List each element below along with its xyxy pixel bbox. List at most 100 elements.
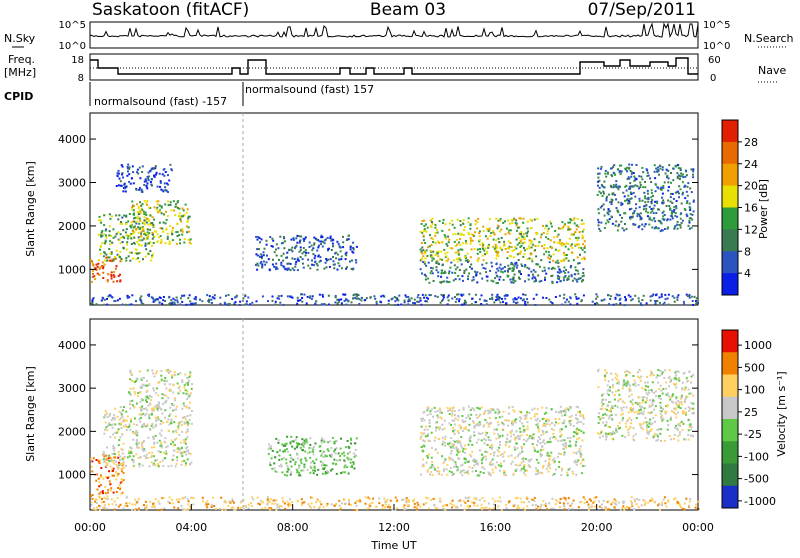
scatter-cell — [649, 206, 651, 208]
scatter-cell — [145, 407, 147, 409]
scatter-cell — [191, 388, 193, 390]
scatter-cell — [495, 218, 497, 220]
scatter-cell — [110, 465, 112, 467]
scatter-cell — [451, 272, 453, 274]
scatter-cell — [608, 417, 610, 419]
scatter-cell — [655, 294, 657, 296]
scatter-cell — [674, 301, 676, 303]
scatter-cell — [330, 258, 332, 260]
scatter-cell — [420, 418, 422, 420]
scatter-cell — [670, 379, 672, 381]
scatter-cell — [560, 474, 562, 476]
scatter-cell — [642, 186, 644, 188]
scatter-cell — [666, 175, 668, 177]
scatter-cell — [552, 433, 554, 435]
scatter-cell — [121, 470, 123, 472]
scatter-cell — [518, 259, 520, 261]
scatter-cell — [527, 227, 529, 229]
scatter-cell — [255, 253, 257, 255]
scatter-cell — [555, 469, 557, 471]
scatter-cell — [443, 219, 445, 221]
scatter-cell — [133, 242, 135, 244]
scatter-cell — [549, 424, 551, 426]
scatter-cell — [425, 257, 427, 259]
scatter-cell — [424, 300, 426, 302]
scatter-cell — [304, 294, 306, 296]
scatter-cell — [119, 459, 121, 461]
scatter-cell — [114, 453, 116, 455]
scatter-cell — [160, 420, 162, 422]
scatter-cell — [97, 489, 99, 491]
scatter-cell — [632, 404, 634, 406]
scatter-cell — [280, 262, 282, 264]
scatter-cell — [599, 187, 601, 189]
scatter-cell — [116, 233, 118, 235]
scatter-cell — [582, 272, 584, 274]
scatter-cell — [488, 230, 490, 232]
scatter-cell — [676, 200, 678, 202]
scatter-cell — [577, 270, 579, 272]
scatter-cell — [185, 389, 187, 391]
scatter-cell — [134, 391, 136, 393]
scatter-cell — [638, 175, 640, 177]
scatter-cell — [103, 454, 105, 456]
scatter-cell — [417, 502, 419, 504]
scatter-cell — [502, 453, 504, 455]
scatter-cell — [525, 304, 527, 306]
scatter-cell — [431, 461, 433, 463]
scatter-cell — [557, 440, 559, 442]
scatter-cell — [465, 448, 467, 450]
scatter-cell — [307, 469, 309, 471]
scatter-cell — [688, 419, 690, 421]
scatter-cell — [568, 469, 570, 471]
scatter-cell — [300, 470, 302, 472]
scatter-cell — [296, 442, 298, 444]
scatter-cell — [270, 445, 272, 447]
scatter-cell — [448, 239, 450, 241]
scatter-cell — [160, 189, 162, 191]
scatter-cell — [529, 435, 531, 437]
scatter-cell — [146, 222, 148, 224]
scatter-cell — [304, 440, 306, 442]
scatter-cell — [434, 468, 436, 470]
scatter-cell — [471, 268, 473, 270]
scatter-cell — [563, 243, 565, 245]
scatter-cell — [649, 423, 651, 425]
scatter-cell — [141, 171, 143, 173]
scatter-cell — [554, 268, 556, 270]
scatter-cell — [509, 431, 511, 433]
scatter-cell — [540, 472, 542, 474]
scatter-cell — [310, 465, 312, 467]
scatter-cell — [156, 459, 158, 461]
scatter-cell — [654, 227, 656, 229]
scatter-cell — [429, 234, 431, 236]
colorbar-segment — [722, 186, 738, 208]
scatter-cell — [458, 257, 460, 259]
scatter-cell — [514, 439, 516, 441]
scatter-cell — [576, 453, 578, 455]
scatter-cell — [275, 438, 277, 440]
scatter-cell — [541, 407, 543, 409]
scatter-cell — [671, 213, 673, 215]
scatter-cell — [128, 425, 130, 427]
scatter-cell — [584, 240, 586, 242]
scatter-cell — [131, 221, 133, 223]
scatter-cell — [186, 225, 188, 227]
scatter-cell — [658, 174, 660, 176]
scatter-cell — [545, 251, 547, 253]
scatter-cell — [181, 421, 183, 423]
scatter-cell — [567, 226, 569, 228]
scatter-cell — [682, 220, 684, 222]
scatter-cell — [680, 218, 682, 220]
scatter-cell — [159, 205, 161, 207]
scatter-cell — [572, 280, 574, 282]
scatter-cell — [502, 267, 504, 269]
scatter-cell — [565, 242, 567, 244]
scatter-cell — [305, 438, 307, 440]
scatter-cell — [303, 251, 305, 253]
scatter-cell — [181, 295, 183, 297]
scatter-cell — [660, 370, 662, 372]
scatter-cell — [149, 403, 151, 405]
scatter-cell — [435, 430, 437, 432]
scatter-cell — [681, 222, 683, 224]
